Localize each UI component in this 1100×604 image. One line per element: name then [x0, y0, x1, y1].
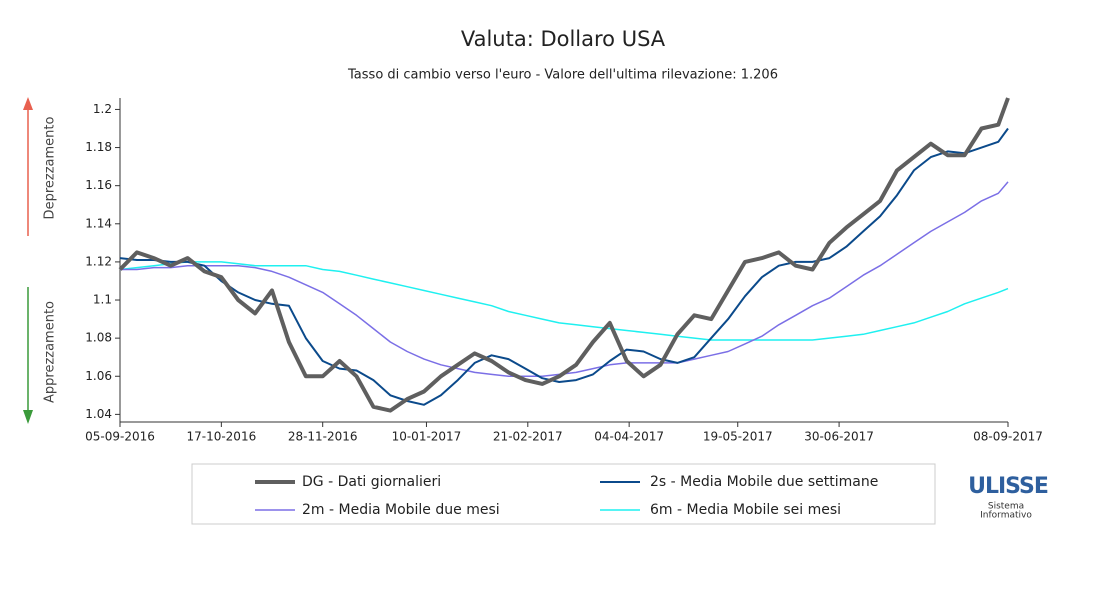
x-tick-label: 30-06-2017 [804, 430, 874, 444]
legend-box [191, 463, 936, 525]
logo: ULISSE [968, 474, 1048, 499]
x-tick-label: 08-09-2017 [973, 430, 1043, 444]
chart-subtitle: Tasso di cambio verso l'euro - Valore de… [347, 68, 778, 83]
annotation-text: Apprezzamento [43, 301, 58, 403]
x-tick-label: 10-01-2017 [392, 430, 462, 444]
y-tick-label: 1.08 [85, 331, 112, 345]
series-line [119, 261, 1009, 341]
annotation-text: Deprezzamento [43, 117, 58, 220]
y-tick-label: 1.1 [93, 293, 112, 307]
series-line [119, 127, 1009, 406]
legend-label: 2s - Media Mobile due settimane [650, 474, 878, 490]
logo-text: Sistema [988, 502, 1024, 512]
y-tick-label: 1.2 [93, 102, 112, 116]
annotation-up [23, 97, 33, 236]
chart-title: Valuta: Dollaro USA [461, 27, 666, 51]
x-tick-label: 17-10-2016 [186, 430, 256, 444]
x-tick-label: 28-11-2016 [288, 430, 358, 444]
x-tick-label: 21-02-2017 [493, 430, 563, 444]
y-tick-label: 1.14 [85, 216, 112, 230]
y-tick-label: 1.06 [85, 369, 112, 383]
legend-label: DG - Dati giornalieri [302, 474, 441, 490]
x-tick-label: 05-09-2016 [85, 430, 155, 444]
logo-text: Informativo [980, 511, 1032, 521]
y-tick-label: 1.12 [85, 254, 112, 268]
series-line [120, 181, 1009, 378]
annotation-down [23, 287, 33, 424]
y-tick-label: 1.16 [85, 178, 112, 192]
y-tick-label: 1.04 [85, 407, 112, 421]
legend-label: 2m - Media Mobile due mesi [302, 502, 500, 518]
x-tick-label: 19-05-2017 [703, 430, 773, 444]
series-line [118, 97, 1010, 413]
y-tick-label: 1.18 [85, 140, 112, 154]
x-tick-label: 04-04-2017 [594, 430, 664, 444]
legend-label: 6m - Media Mobile sei mesi [650, 502, 841, 518]
